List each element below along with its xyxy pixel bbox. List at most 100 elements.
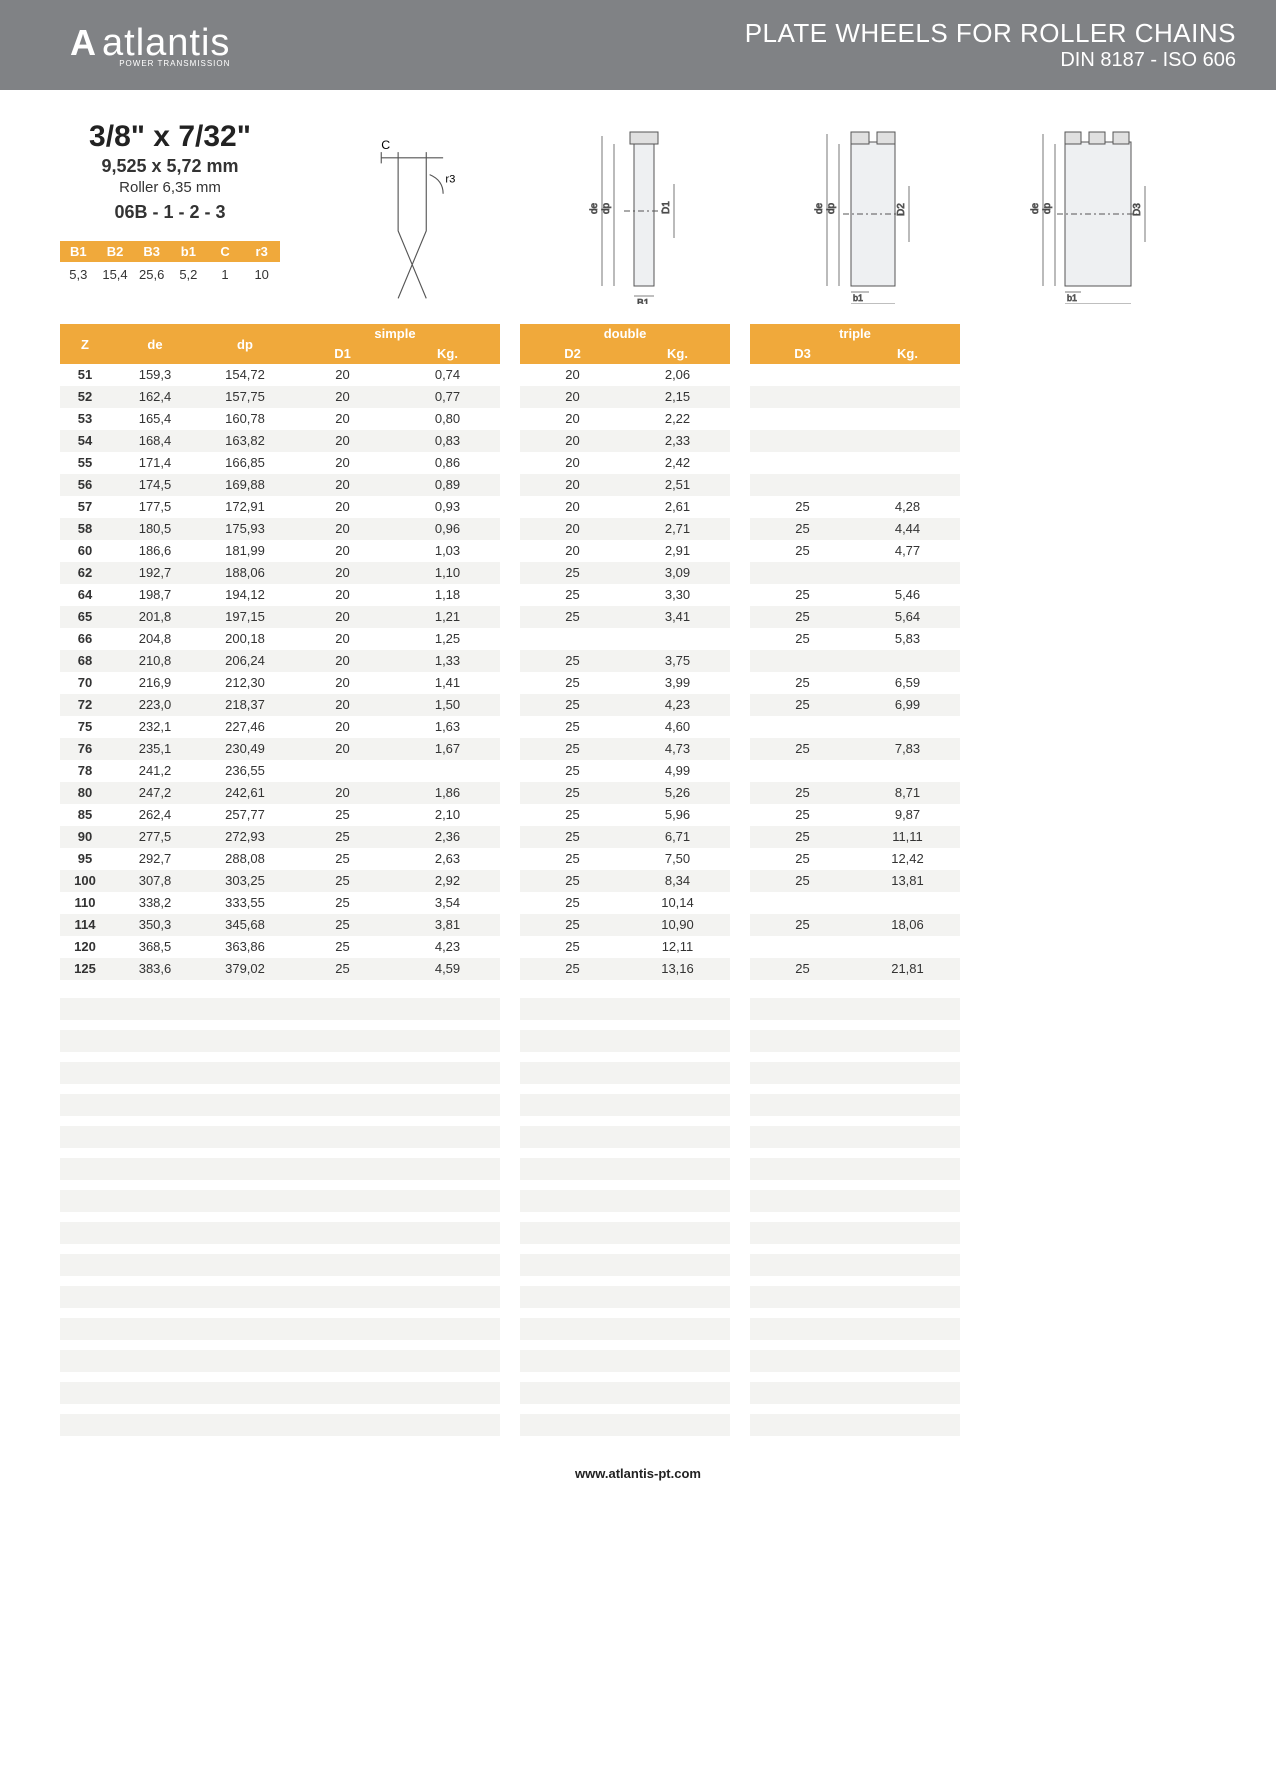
- table-cell: 20: [290, 782, 395, 804]
- table-cell: 25: [290, 826, 395, 848]
- table-cell: 230,49: [200, 738, 290, 760]
- table-cell: 25: [520, 760, 625, 782]
- table-cell: 12,42: [855, 848, 960, 870]
- table-cell: [855, 452, 960, 474]
- svg-text:r3: r3: [445, 174, 455, 186]
- table-cell: 0,74: [395, 364, 500, 386]
- table-cell: [750, 760, 855, 782]
- table-cell: 60: [60, 540, 110, 562]
- technical-diagrams: C r3 de dp D1 B1: [300, 120, 1216, 304]
- table-row: 55171,4166,85: [60, 452, 290, 474]
- table-cell: 25: [290, 936, 395, 958]
- table-cell: 20: [290, 628, 395, 650]
- empty-row: [290, 1126, 500, 1148]
- mini-td: 10: [243, 264, 280, 285]
- table-row: 256,99: [750, 694, 960, 716]
- table-cell: 25: [520, 782, 625, 804]
- th-cols-double: D2 Kg.: [520, 344, 730, 364]
- table-cell: 25: [750, 870, 855, 892]
- table-row: 254,73: [520, 738, 730, 760]
- table-row: 202,42: [520, 452, 730, 474]
- table-cell: [855, 364, 960, 386]
- double-section-diagram: de dp D2 b1 B2: [778, 124, 968, 304]
- table-cell: 6,59: [855, 672, 960, 694]
- table-cell: 2,06: [625, 364, 730, 386]
- empty-row: [750, 1126, 960, 1148]
- svg-text:D2: D2: [896, 203, 907, 216]
- empty-row: [750, 1350, 960, 1372]
- table-row: [750, 452, 960, 474]
- table-row: 68210,8206,24: [60, 650, 290, 672]
- table-cell: 20: [290, 672, 395, 694]
- mini-table-header: B1 B2 B3 b1 C r3: [60, 241, 280, 262]
- table-cell: 10,14: [625, 892, 730, 914]
- th-kg3: Kg.: [855, 344, 960, 364]
- table-cell: 25: [520, 606, 625, 628]
- mini-th: B1: [60, 241, 97, 262]
- empty-row: [750, 1318, 960, 1340]
- table-row: 201,63: [290, 716, 500, 738]
- logo-text: atlantis: [102, 22, 230, 64]
- column-block-double: double D2 Kg. 202,06202,15202,22202,3320…: [520, 324, 730, 1436]
- mini-th: B3: [133, 241, 170, 262]
- simple-section-diagram: de dp D1 B1: [549, 124, 739, 304]
- table-cell: 154,72: [200, 364, 290, 386]
- spec-block: 3/8" x 7/32" 9,525 x 5,72 mm Roller 6,35…: [60, 120, 280, 304]
- empty-row: [60, 1318, 290, 1340]
- table-cell: 218,37: [200, 694, 290, 716]
- svg-text:D3: D3: [1132, 203, 1143, 216]
- table-cell: 338,2: [110, 892, 200, 914]
- table-row: [520, 628, 730, 650]
- table-cell: 227,46: [200, 716, 290, 738]
- mini-th: B2: [97, 241, 134, 262]
- table-cell: 2,71: [625, 518, 730, 540]
- table-row: 201,03: [290, 540, 500, 562]
- table-cell: 25: [520, 848, 625, 870]
- table-cell: 20: [520, 430, 625, 452]
- empty-row: [290, 1190, 500, 1212]
- table-row: 254,23: [290, 936, 500, 958]
- table-row: 254,59: [290, 958, 500, 980]
- table-cell: 25: [520, 914, 625, 936]
- table-cell: 1,21: [395, 606, 500, 628]
- table-row: 75232,1227,46: [60, 716, 290, 738]
- table-cell: 5,83: [855, 628, 960, 650]
- table-row: 252,63: [290, 848, 500, 870]
- table-cell: 169,88: [200, 474, 290, 496]
- table-row: 56174,5169,88: [60, 474, 290, 496]
- table-cell: 55: [60, 452, 110, 474]
- empty-row: [290, 1318, 500, 1340]
- table-cell: 159,3: [110, 364, 200, 386]
- table-row: 255,26: [520, 782, 730, 804]
- table-cell: 25: [750, 958, 855, 980]
- table-cell: 168,4: [110, 430, 200, 452]
- table-cell: 56: [60, 474, 110, 496]
- table-cell: [520, 628, 625, 650]
- table-row: 51159,3154,72: [60, 364, 290, 386]
- table-row: 255,83: [750, 628, 960, 650]
- table-cell: 3,41: [625, 606, 730, 628]
- table-cell: [855, 936, 960, 958]
- empty-row: [750, 1094, 960, 1116]
- triple-section-diagram: de dp D3 b1 B3: [1007, 124, 1197, 304]
- table-cell: 4,99: [625, 760, 730, 782]
- table-cell: 188,06: [200, 562, 290, 584]
- table-cell: 210,8: [110, 650, 200, 672]
- table-row: [750, 474, 960, 496]
- empty-row: [520, 1318, 730, 1340]
- empty-row: [60, 1350, 290, 1372]
- empty-row: [290, 1030, 500, 1052]
- table-row: 95292,7288,08: [60, 848, 290, 870]
- empty-row: [520, 1382, 730, 1404]
- table-row: 201,41: [290, 672, 500, 694]
- header-title-block: PLATE WHEELS FOR ROLLER CHAINS DIN 8187 …: [745, 18, 1236, 72]
- table-row: [750, 760, 960, 782]
- empty-row: [290, 1062, 500, 1084]
- tooth-profile-diagram: C r3: [320, 124, 510, 304]
- header-title: PLATE WHEELS FOR ROLLER CHAINS: [745, 18, 1236, 49]
- table-cell: 114: [60, 914, 110, 936]
- page-header: A atlantis POWER TRANSMISSION PLATE WHEE…: [0, 0, 1276, 90]
- mini-td: 1: [207, 264, 244, 285]
- table-cell: 0,89: [395, 474, 500, 496]
- table-cell: 157,75: [200, 386, 290, 408]
